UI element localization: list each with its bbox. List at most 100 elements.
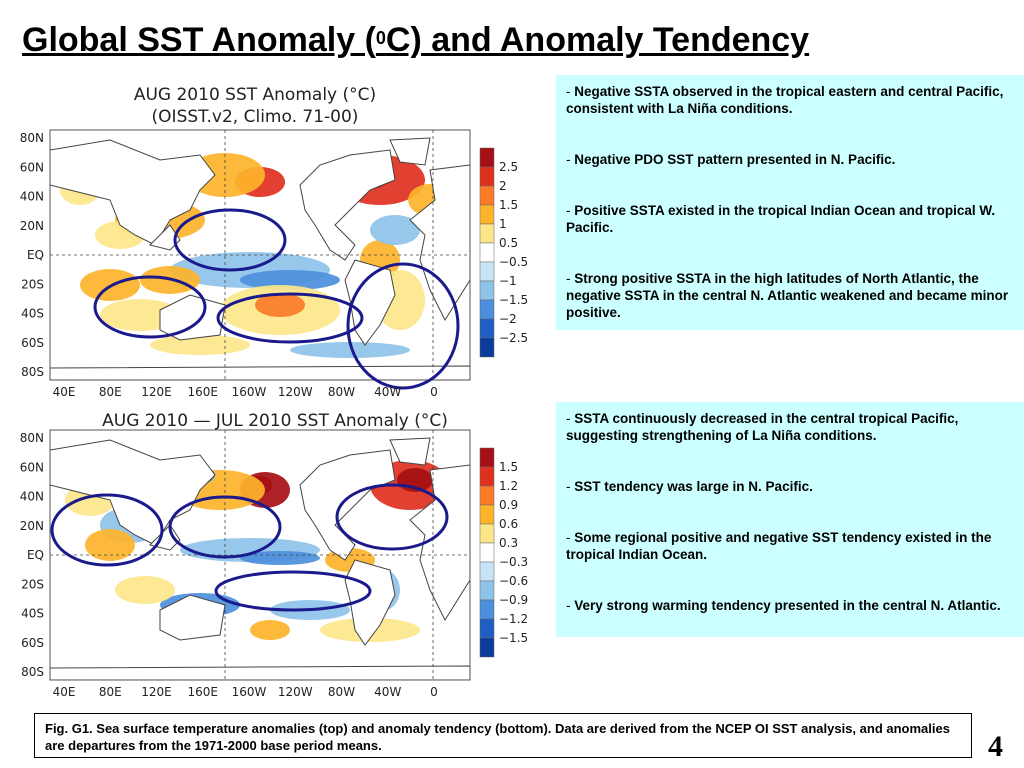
highlight-ellipse	[335, 483, 449, 551]
legend-label: −1.5	[499, 293, 528, 307]
anomaly-patch	[370, 215, 420, 245]
map-title-line1: AUG 2010 — JUL 2010 SST Anomaly (°C)	[102, 411, 448, 431]
lon-tick-label: 160E	[188, 385, 219, 397]
land-outline	[159, 594, 226, 641]
anomaly-patch	[240, 551, 320, 565]
lat-tick-label: 80S	[21, 365, 44, 379]
legend-swatch	[479, 447, 495, 468]
legend-swatch	[479, 542, 495, 563]
legend-label: −1.2	[499, 612, 528, 626]
lat-tick-label: 80N	[20, 431, 44, 445]
legend-label: −1.5	[499, 631, 528, 645]
highlight-ellipse	[173, 208, 287, 272]
lat-tick-label: 20S	[21, 577, 44, 591]
lat-tick-label: 40S	[21, 607, 44, 621]
lat-tick-label: 60S	[21, 336, 44, 350]
land-outline	[159, 294, 226, 341]
anomaly-patch	[255, 293, 305, 317]
highlight-ellipse	[214, 570, 372, 612]
lon-tick-label: 160W	[232, 385, 267, 397]
lat-tick-label: 40S	[21, 307, 44, 321]
legend-label: 1.2	[499, 479, 518, 493]
anomaly-patch	[290, 342, 410, 358]
legend-swatch	[479, 466, 495, 487]
lon-tick-label: 80W	[328, 685, 355, 699]
legend-label: −0.6	[499, 574, 528, 588]
lon-tick-label: 40W	[374, 685, 401, 699]
map-title-line2: (OISST.v2, Climo. 71-00)	[152, 107, 359, 127]
note-item: - Some regional positive and negative SS…	[566, 530, 992, 562]
note-item: - SST tendency was large in N. Pacific.	[566, 479, 813, 494]
legend-swatch	[479, 166, 495, 187]
legend-swatch	[479, 637, 495, 658]
lat-tick-label: 40N	[20, 490, 44, 504]
note-item: - Positive SSTA existed in the tropical …	[566, 203, 996, 235]
lon-tick-label: 160W	[232, 685, 267, 699]
notes-bottom-panel: - SSTA continuously decreased in the cen…	[556, 402, 1024, 637]
page-number: 4	[988, 730, 1003, 763]
lat-tick-label: EQ	[27, 248, 44, 262]
lat-tick-label: 60S	[21, 636, 44, 650]
legend-label: 1	[499, 217, 507, 231]
lon-tick-label: 80E	[99, 385, 122, 397]
lat-tick-label: 60N	[20, 160, 44, 174]
highlight-ellipse	[216, 292, 364, 344]
note-item: - Very strong warming tendency presented…	[566, 598, 1001, 613]
legend-swatch	[479, 204, 495, 225]
legend-label: −2.5	[499, 331, 528, 345]
lat-tick-label: 20N	[20, 219, 44, 233]
notes-top-panel: - Negative SSTA observed in the tropical…	[556, 75, 1024, 330]
land-outline	[50, 665, 470, 680]
land-outline	[149, 224, 181, 251]
legend-label: 1.5	[499, 198, 518, 212]
lat-tick-label: EQ	[27, 548, 44, 562]
lon-tick-label: 40E	[53, 385, 76, 397]
legend-swatch	[479, 504, 495, 525]
legend-swatch	[479, 147, 495, 168]
land-outline	[299, 149, 396, 261]
note-item: - Negative SSTA observed in the tropical…	[566, 84, 1004, 116]
legend-swatch	[479, 561, 495, 582]
highlight-ellipse	[346, 262, 460, 390]
highlight-ellipse	[93, 275, 207, 339]
legend-swatch	[479, 242, 495, 263]
legend-swatch	[479, 185, 495, 206]
legend-label: −0.9	[499, 593, 528, 607]
legend-swatch	[479, 280, 495, 301]
land-outline	[409, 164, 470, 322]
lon-tick-label: 0	[430, 385, 438, 397]
legend-label: −0.3	[499, 555, 528, 569]
legend-label: 0.6	[499, 517, 518, 531]
legend-label: 1.5	[499, 460, 518, 474]
figure-caption: Fig. G1. Sea surface temperature anomali…	[34, 713, 972, 758]
lon-tick-label: 120W	[278, 385, 313, 397]
land-outline	[299, 449, 396, 561]
lon-tick-label: 80E	[99, 685, 122, 699]
legend-label: −1	[499, 274, 517, 288]
legend-swatch	[479, 580, 495, 601]
legend-label: −2	[499, 312, 517, 326]
sst-anomaly-map: AUG 2010 SST Anomaly (°C) (OISST.v2, Cli…	[0, 72, 545, 397]
lon-tick-label: 160E	[188, 685, 219, 699]
highlight-ellipse	[168, 495, 282, 559]
note-item: - SSTA continuously decreased in the cen…	[566, 411, 959, 443]
legend-swatch	[479, 318, 495, 339]
legend-swatch	[479, 223, 495, 244]
slide-title: Global SST Anomaly (0C) and Anomaly Tend…	[22, 21, 810, 59]
lat-tick-label: 20N	[20, 519, 44, 533]
anomaly-patch	[85, 529, 135, 561]
lon-tick-label: 120W	[278, 685, 313, 699]
lat-tick-label: 40N	[20, 190, 44, 204]
legend-swatch	[479, 618, 495, 639]
lat-tick-label: 80S	[21, 665, 44, 679]
highlight-ellipse	[50, 493, 164, 567]
anomaly-patch	[115, 576, 175, 604]
land-outline	[50, 365, 470, 380]
land-outline	[409, 464, 470, 622]
note-item: - Strong positive SSTA in the high latit…	[566, 271, 1009, 320]
lat-tick-label: 80N	[20, 131, 44, 145]
lat-tick-label: 20S	[21, 277, 44, 291]
sst-tendency-map: AUG 2010 — JUL 2010 SST Anomaly (°C) 80N…	[0, 400, 545, 720]
legend-swatch	[479, 261, 495, 282]
land-outline	[344, 259, 396, 346]
